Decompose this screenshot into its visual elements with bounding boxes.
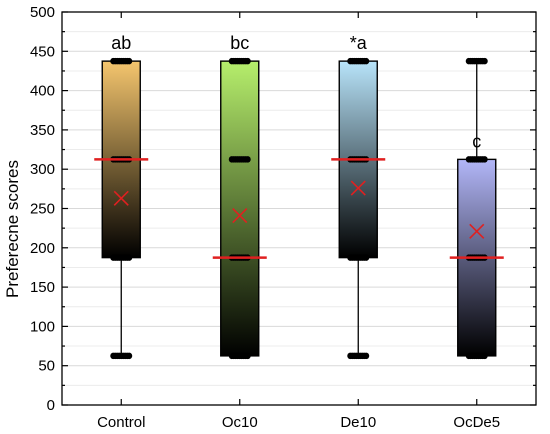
y-tick-label: 50 (38, 358, 55, 375)
data-point-cluster (228, 57, 251, 65)
x-tick-label: OcDe5 (453, 414, 500, 431)
mean-marker (350, 180, 366, 196)
data-point-cluster (228, 352, 251, 360)
y-tick-label: 200 (30, 240, 55, 257)
data-point-cluster (347, 156, 370, 163)
data-point-cluster (465, 57, 488, 65)
data-point-cluster (347, 57, 370, 65)
mean-marker (113, 190, 129, 206)
significance-label: ab (111, 33, 131, 53)
data-point-cluster (228, 156, 251, 163)
data-point-cluster (465, 352, 488, 360)
data-point-cluster (465, 156, 488, 163)
y-tick-label: 100 (30, 318, 55, 335)
significance-label: bc (230, 33, 249, 53)
y-tick-label: 500 (30, 4, 55, 21)
mean-marker (232, 208, 248, 224)
y-tick-label: 350 (30, 122, 55, 139)
y-tick-label: 0 (47, 397, 55, 414)
significance-label: c (472, 131, 481, 151)
y-tick-label: 250 (30, 201, 55, 218)
box-oc10 (220, 60, 260, 357)
y-tick-label: 400 (30, 83, 55, 100)
data-point-cluster (110, 352, 133, 360)
x-tick-label: Oc10 (222, 414, 258, 431)
y-axis-title: Preferecne scores (3, 160, 22, 298)
data-point-cluster (110, 254, 133, 261)
data-point-cluster (465, 254, 488, 261)
data-point-cluster (347, 352, 370, 360)
grid-lines (62, 31, 536, 386)
x-tick-label: De10 (340, 414, 376, 431)
data-point-cluster (110, 57, 133, 65)
y-tick-label: 150 (30, 279, 55, 296)
mean-marker (469, 223, 485, 239)
x-tick-label: Control (97, 414, 145, 431)
y-tick-label: 300 (30, 161, 55, 178)
significance-label: *a (350, 33, 368, 53)
plot-area: ab bc *a c (94, 33, 504, 360)
y-tick-label: 450 (30, 43, 55, 60)
axes: 0 50 100 150 200 250 300 350 400 450 500 Control Oc1… (30, 4, 537, 431)
data-point-cluster (347, 254, 370, 261)
